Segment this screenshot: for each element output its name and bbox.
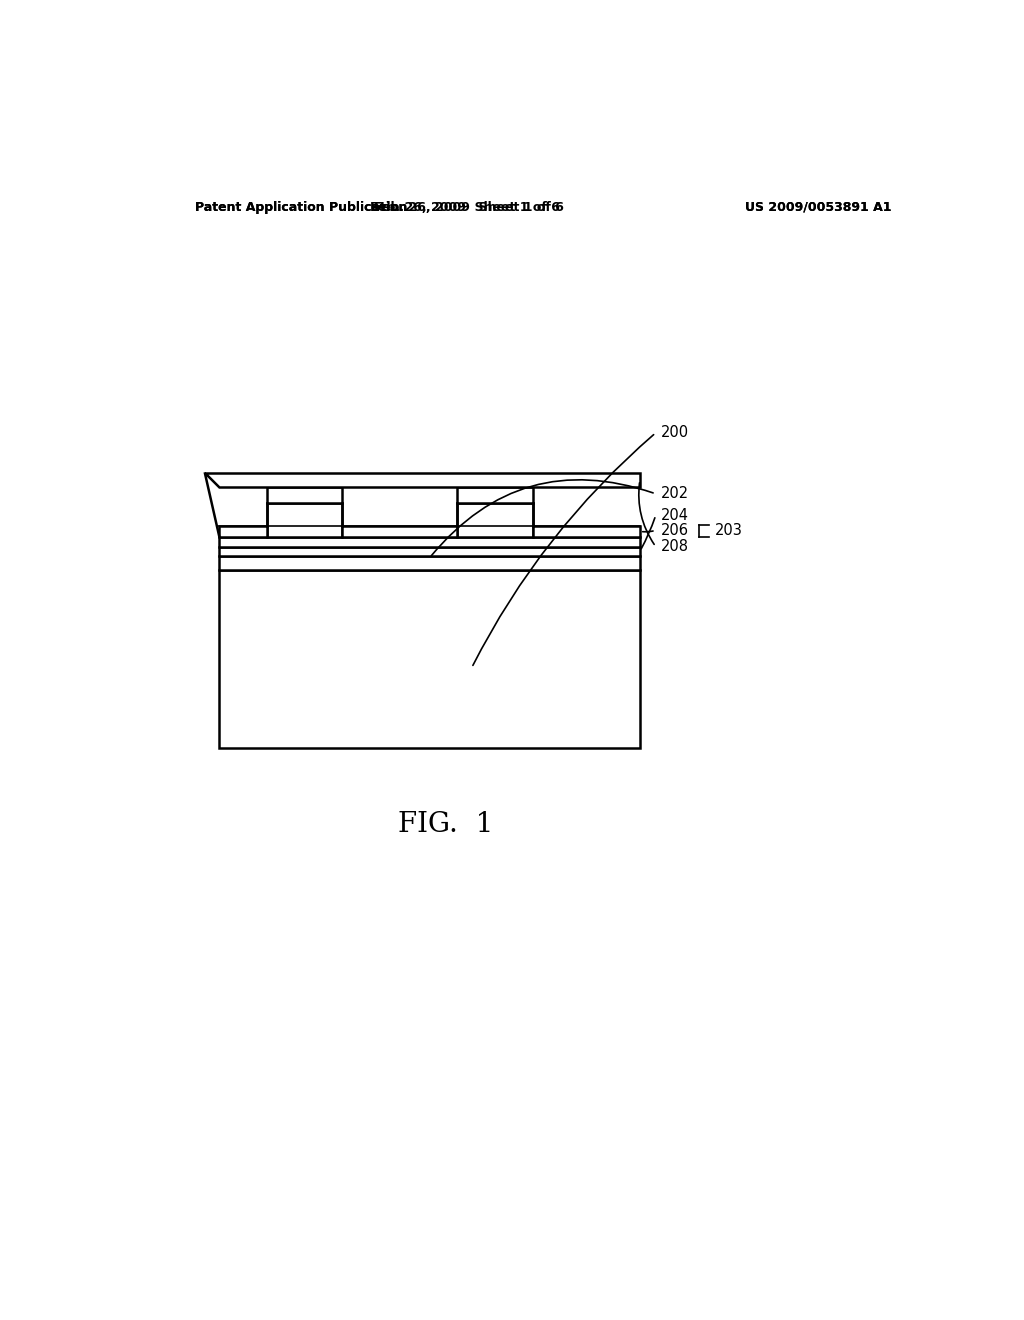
Text: 202: 202 bbox=[662, 486, 689, 502]
Text: 203: 203 bbox=[716, 524, 743, 539]
Bar bbox=[342, 527, 458, 536]
Bar bbox=[219, 527, 267, 536]
Bar bbox=[458, 503, 532, 536]
Text: US 2009/0053891 A1: US 2009/0053891 A1 bbox=[745, 201, 892, 214]
Polygon shape bbox=[219, 570, 640, 748]
Bar bbox=[219, 536, 640, 546]
Polygon shape bbox=[205, 474, 640, 487]
Bar bbox=[458, 487, 532, 503]
Text: 204: 204 bbox=[662, 508, 689, 523]
Text: Feb. 26, 2009  Sheet 1 of 6: Feb. 26, 2009 Sheet 1 of 6 bbox=[375, 201, 564, 214]
Text: Patent Application Publication: Patent Application Publication bbox=[196, 201, 408, 214]
Text: US 2009/0053891 A1: US 2009/0053891 A1 bbox=[745, 201, 892, 214]
Text: Patent Application Publication: Patent Application Publication bbox=[196, 201, 408, 214]
Text: Feb. 26, 2009  Sheet 1 of 6: Feb. 26, 2009 Sheet 1 of 6 bbox=[371, 201, 560, 214]
Text: 208: 208 bbox=[662, 539, 689, 554]
Bar bbox=[532, 527, 640, 536]
Bar bbox=[267, 487, 342, 503]
Bar bbox=[219, 556, 640, 570]
Bar bbox=[267, 503, 342, 536]
Text: FIG.  1: FIG. 1 bbox=[397, 810, 494, 838]
Text: 200: 200 bbox=[662, 425, 689, 441]
Text: 206: 206 bbox=[662, 523, 689, 539]
Bar bbox=[219, 546, 640, 556]
